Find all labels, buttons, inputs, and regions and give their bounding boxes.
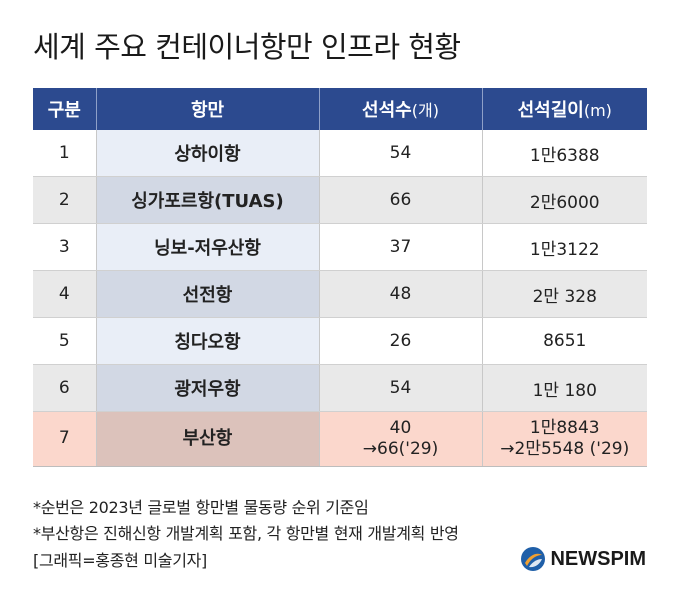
port-cell: 부산항 bbox=[96, 411, 320, 467]
header-berths-label: 선석수 bbox=[362, 100, 412, 121]
table-row: 5 칭다오항 26 8651 bbox=[33, 317, 647, 365]
table-row: 2 싱가포르항(TUAS) 66 2만6000 bbox=[33, 176, 647, 224]
berths-cell: 40 →66('29) bbox=[319, 411, 483, 467]
length-cell: 1만 180 bbox=[482, 364, 647, 412]
footnote-busan: *부산항은 진해신항 개발계획 포함, 각 항만별 현재 개발계획 반영 bbox=[33, 524, 459, 543]
port-cell: 닝보-저우산항 bbox=[96, 223, 320, 271]
table-row-busan: 7 부산항 40 →66('29) 1만8843 →2만5548 ('29) bbox=[33, 411, 647, 467]
berths-cell: 66 bbox=[319, 176, 483, 224]
length-current: 1만8843 bbox=[529, 417, 600, 438]
rank-cell: 2 bbox=[33, 176, 97, 224]
length-cell: 2만6000 bbox=[482, 176, 647, 224]
table-row: 1 상하이항 54 1만6388 bbox=[33, 130, 647, 177]
length-cell: 2만 328 bbox=[482, 270, 647, 318]
footnote-ranking: *순번은 2023년 글로벌 항만별 물동량 순위 기준임 bbox=[33, 498, 369, 517]
newspim-logo-icon bbox=[521, 547, 546, 571]
page-title: 세계 주요 컨테이너항만 인프라 현황 bbox=[33, 30, 461, 64]
port-cell: 칭다오항 bbox=[96, 317, 320, 365]
header-length-label: 선석길이 bbox=[517, 100, 584, 121]
port-cell: 광저우항 bbox=[96, 364, 320, 412]
table-row: 3 닝보-저우산항 37 1만3122 bbox=[33, 223, 647, 271]
berths-cell: 26 bbox=[319, 317, 483, 365]
rank-cell: 3 bbox=[33, 223, 97, 271]
header-rank: 구분 bbox=[33, 88, 97, 130]
port-infrastructure-table: 구분 항만 선석수(개) 선석길이(m) 1 상하이항 54 1만6388 2 … bbox=[33, 88, 647, 467]
logo-text: NEWSPIM bbox=[550, 547, 646, 570]
port-cell: 상하이항 bbox=[96, 130, 320, 177]
graphic-credit: [그래픽=홍종현 미술기자] bbox=[33, 551, 207, 570]
length-cell: 1만3122 bbox=[482, 223, 647, 271]
header-port: 항만 bbox=[96, 88, 320, 130]
header-length-unit: (m) bbox=[583, 101, 612, 120]
berths-current: 40 bbox=[389, 417, 412, 438]
rank-cell: 4 bbox=[33, 270, 97, 318]
length-future: →2만5548 ('29) bbox=[500, 439, 630, 459]
table-row: 4 선전항 48 2만 328 bbox=[33, 270, 647, 318]
table-row: 6 광저우항 54 1만 180 bbox=[33, 364, 647, 412]
berths-cell: 37 bbox=[319, 223, 483, 271]
rank-cell: 7 bbox=[33, 411, 97, 467]
rank-cell: 6 bbox=[33, 364, 97, 412]
header-berths-unit: (개) bbox=[411, 101, 439, 120]
port-cell: 싱가포르항(TUAS) bbox=[96, 176, 320, 224]
berths-cell: 48 bbox=[319, 270, 483, 318]
length-cell: 1만6388 bbox=[482, 130, 647, 177]
port-cell: 선전항 bbox=[96, 270, 320, 318]
rank-cell: 5 bbox=[33, 317, 97, 365]
berths-cell: 54 bbox=[319, 364, 483, 412]
rank-cell: 1 bbox=[33, 130, 97, 177]
berths-cell: 54 bbox=[319, 130, 483, 177]
berths-future: →66('29) bbox=[362, 439, 439, 459]
newspim-logo: NEWSPIM bbox=[520, 546, 646, 572]
header-length: 선석길이(m) bbox=[482, 88, 647, 130]
header-berths: 선석수(개) bbox=[319, 88, 483, 130]
table-header-row: 구분 항만 선석수(개) 선석길이(m) bbox=[33, 88, 647, 130]
length-cell: 8651 bbox=[482, 317, 647, 365]
length-cell: 1만8843 →2만5548 ('29) bbox=[482, 411, 647, 467]
